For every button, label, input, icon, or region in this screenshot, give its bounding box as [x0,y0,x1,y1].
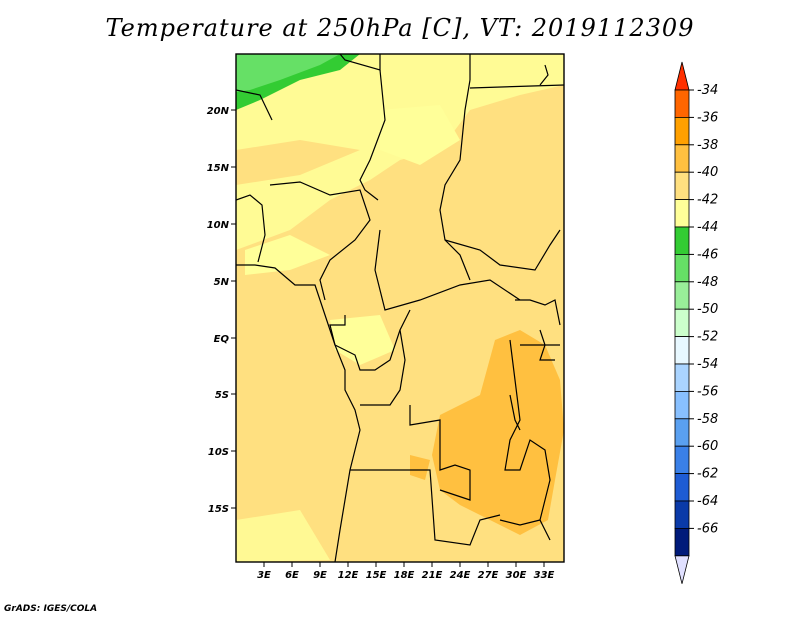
colorbar-swatch [674,528,690,557]
colorbar-swatch [674,500,690,529]
chart-title: Temperature at 250hPa [C], VT: 201911230… [105,14,695,42]
lon-label: 30E [506,570,527,581]
colorbar-swatch [674,144,690,173]
lon-label: 12E [338,570,359,581]
border-egypt-sudan [469,84,564,89]
lon-label: 3E [257,570,271,581]
colorbar-swatch [674,445,690,475]
lat-label: 5S [215,390,229,401]
lat-label: 15S [208,504,229,515]
lon-label: 27E [478,570,499,581]
field-minus42-patch3 [330,315,395,365]
colorbar-label: -60 [697,439,718,454]
colorbar-swatch [674,199,690,228]
lat-label: 20N [207,106,230,117]
colorbar-swatch [674,390,690,420]
field-minus38-patch [410,455,430,480]
colorbar-swatch [674,336,690,365]
border-nigeria [269,181,371,301]
colorbar-label: -42 [697,193,718,208]
colorbar-swatch [674,418,690,447]
border-uganda [515,299,561,326]
credit-text: GrADS: IGES/COLA [4,604,98,614]
border-chad-sudan [439,79,471,281]
lat-label: EQ [214,334,230,345]
border-gabon-congo [329,309,411,371]
field-minus40-patch [236,140,360,185]
colorbar-label: -52 [697,330,718,345]
colorbar-label: -46 [697,247,718,262]
border-congo-drc [360,329,406,406]
border-nw [236,89,273,121]
colorbar-label: -48 [697,275,718,290]
lon-label: 24E [450,570,471,581]
map-frame [235,53,565,563]
border-zambia [499,519,541,526]
colorbar-swatch [674,89,690,118]
border-benin [236,194,266,263]
border-car [374,229,521,311]
map-boundaries [236,54,564,562]
field-minus42-south [236,510,330,562]
colorbar-swatch [674,253,690,283]
colorbar-label: -50 [697,302,718,317]
coastline [236,264,361,562]
lon-label: 21E [422,570,443,581]
colorbar-label: -40 [697,165,718,180]
colorbar-swatch [674,363,690,392]
coast-red-sea [539,64,549,86]
lon-label: 33E [534,570,555,581]
lake-tanganyika [509,394,521,431]
colorbar-swatch [674,473,690,502]
colorbar-swatch [674,117,690,146]
colorbar-label: -56 [697,384,718,399]
lon-axis: 3E 6E 9E 12E 15E 18E 21E 24E 27E 30E 33E [257,562,555,581]
field-minus42-patch1 [380,105,460,165]
lat-label: 15N [207,163,230,174]
colorbar-label: -58 [697,412,718,427]
lat-label: 10N [207,220,230,231]
border-chad-niger [359,69,386,201]
field-minus42-patch2 [245,235,330,275]
colorbar-swatch [674,281,690,310]
colorbar-top-arrow [674,61,690,91]
colorbar-swatch [674,308,690,338]
map-field [236,54,564,562]
colorbar-label: -64 [697,494,718,509]
border-ss [444,229,561,271]
colorbar-label: -44 [697,220,718,235]
lon-label: 15E [366,570,387,581]
colorbar-label: -54 [697,357,718,372]
border-angola-namibia [350,469,501,546]
lake-victoria [539,329,555,361]
field-minus46 [236,54,340,92]
colorbar-label: -38 [697,138,718,153]
lon-label: 6E [285,570,299,581]
colorbar-label: -34 [697,83,718,98]
field-minus38 [432,330,564,535]
border-east [504,339,551,541]
border-n1 [339,54,381,71]
lon-label: 9E [313,570,327,581]
border-angola-drc [409,405,471,501]
colorbar: -34 -36 -38 -40 -42 -44 -46 -48 -50 -52 -54 -56 -58 -… [674,61,718,584]
colorbar-label: -66 [697,521,718,536]
lat-label: 10S [208,447,229,458]
colorbar-swatch [674,171,690,200]
lat-axis: 20N 15N 10N 5N EQ 5S 10S 15S [207,106,236,515]
colorbar-label: -36 [697,110,718,125]
colorbar-swatch [674,226,690,255]
lon-label: 18E [394,570,415,581]
lat-label: 5N [214,277,230,288]
colorbar-bottom-arrow [674,555,690,584]
colorbar-label: -62 [697,467,718,482]
